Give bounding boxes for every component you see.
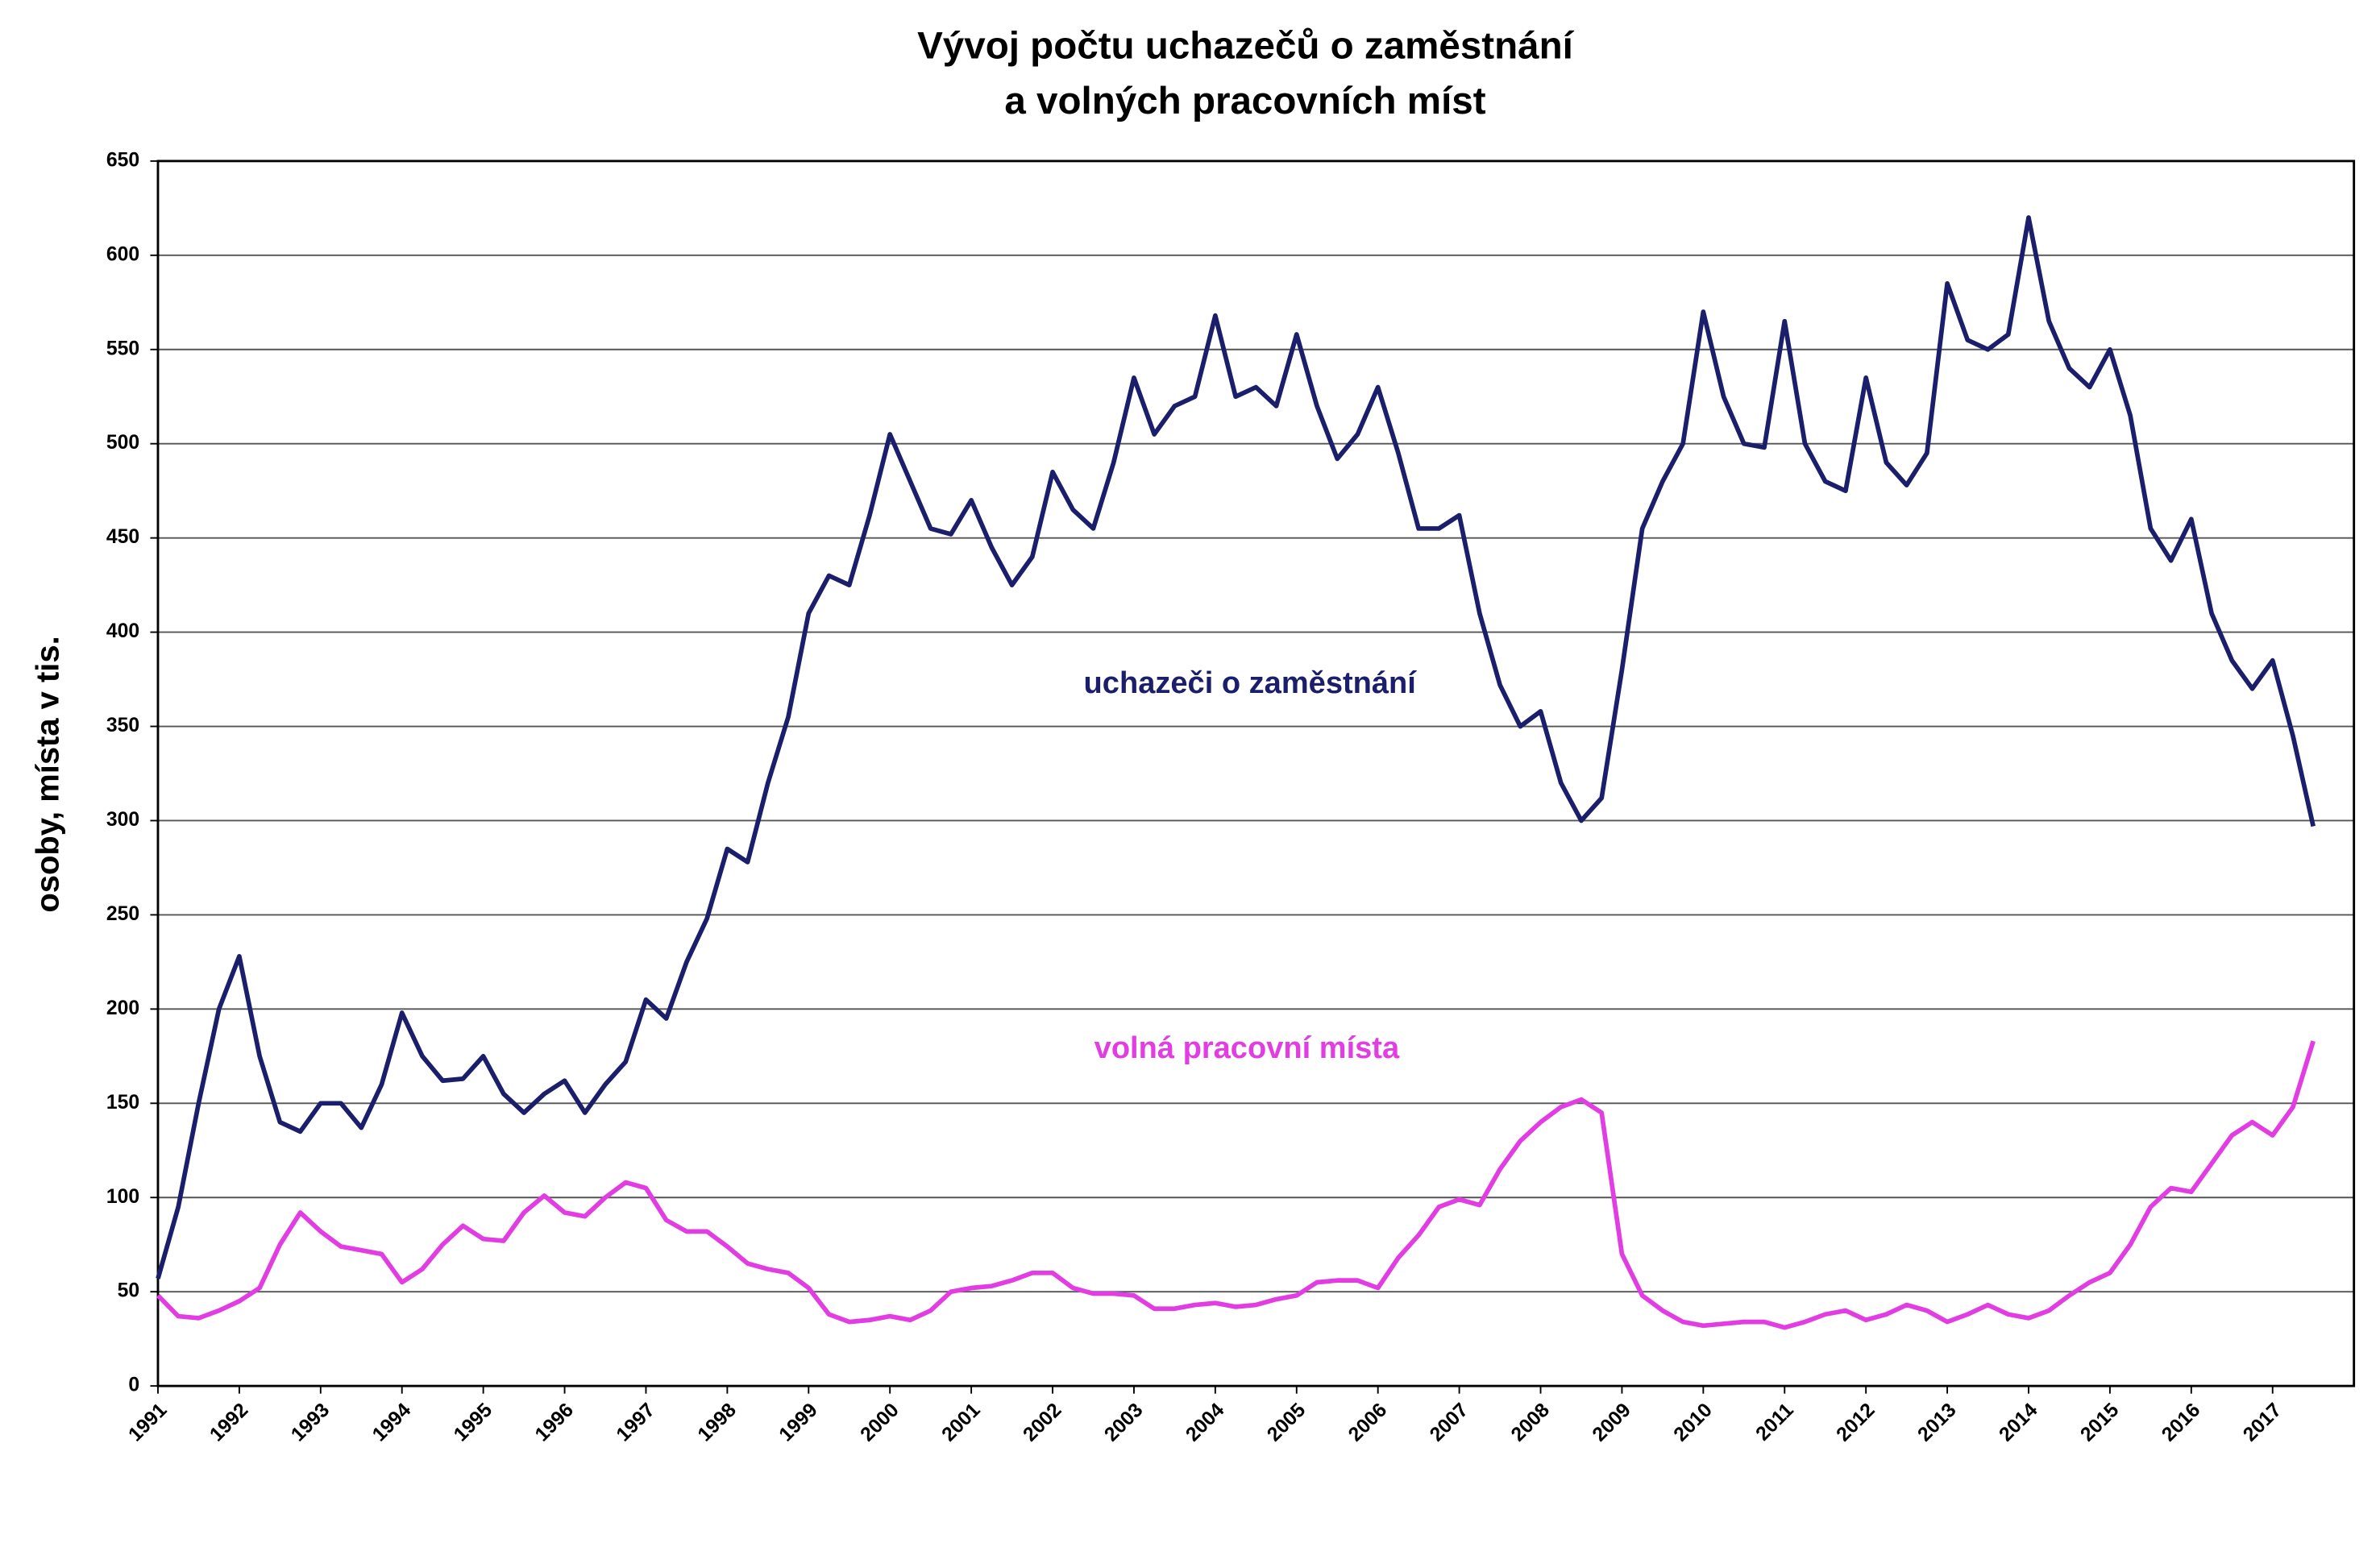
y-axis-label: osoby, místa v tis. — [30, 636, 65, 912]
y-tick-label: 0 — [128, 1375, 139, 1396]
y-tick-label: 300 — [106, 809, 139, 831]
y-tick-label: 200 — [106, 997, 139, 1019]
y-tick-label: 350 — [106, 715, 139, 736]
chart-title: Vývoj počtu uchazečů o zaměstnání — [917, 24, 1575, 67]
y-tick-label: 600 — [106, 243, 139, 265]
chart-title: a volných pracovních míst — [1004, 80, 1485, 122]
y-tick-label: 250 — [106, 903, 139, 925]
y-tick-label: 150 — [106, 1092, 139, 1114]
y-tick-label: 500 — [106, 432, 139, 454]
data-line — [156, 215, 2316, 1279]
plot-frame — [156, 160, 2356, 1387]
y-tick-label: 650 — [106, 149, 139, 171]
y-tick-label: 400 — [106, 620, 139, 642]
y-tick-label: 450 — [106, 526, 139, 548]
y-tick-label: 550 — [106, 338, 139, 359]
data-line — [156, 1040, 2316, 1330]
y-tick-label: 100 — [106, 1186, 139, 1208]
series-label: uchazeči o zaměstnání — [1084, 666, 1418, 700]
series-label: volná pracovní místa — [1094, 1031, 1400, 1065]
y-tick-label: 50 — [118, 1280, 140, 1302]
